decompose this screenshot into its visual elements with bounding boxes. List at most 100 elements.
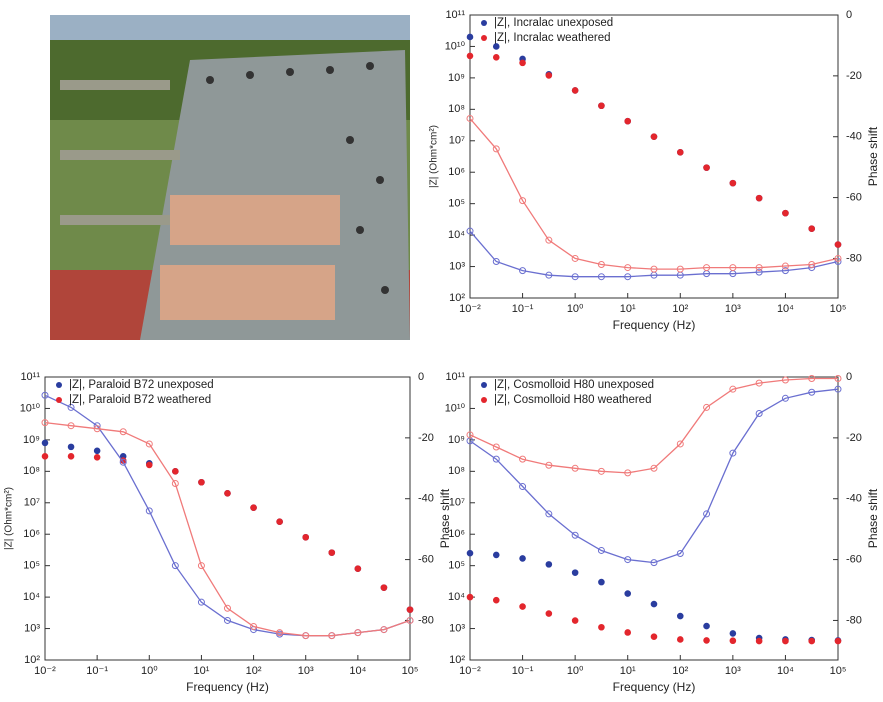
chart: 10⁻² 10⁻¹ 10⁰ 10¹ 10² 10³ 10⁴ 10⁵ 10² 10³ 10⁴ 10⁵ 10…	[429, 9, 881, 332]
impedance-point	[519, 59, 526, 67]
y-tick-label: 10¹⁰	[20, 402, 41, 414]
y2-tick-label: -80	[418, 614, 434, 626]
impedance-point	[545, 561, 553, 568]
y-tick-label: 10⁸	[23, 465, 40, 477]
phase-point	[808, 388, 816, 396]
impedance-point	[571, 87, 579, 94]
impedance-point	[808, 637, 816, 645]
y2-tick-label: 0	[418, 371, 424, 383]
legend-marker	[56, 397, 62, 403]
impedance-point	[406, 606, 414, 613]
photo-samples	[160, 195, 340, 320]
legend-label: |Z|, Paraloid B72 unexposed	[69, 379, 214, 391]
plot-frame	[469, 376, 839, 661]
impedance-point	[354, 565, 362, 573]
fit-line	[469, 230, 839, 278]
phase-point	[650, 559, 658, 567]
y-tick-label: 10⁹	[448, 72, 465, 84]
x-tick-label: 10²	[246, 665, 262, 677]
phase-point	[519, 455, 527, 463]
legend-marker	[481, 397, 487, 403]
phase-point	[406, 616, 414, 624]
x-tick-label: 10⁻¹	[512, 665, 534, 677]
phase-point	[729, 449, 737, 457]
impedance-point	[598, 102, 605, 110]
plot-frame	[44, 376, 411, 661]
phase-point	[624, 556, 632, 564]
photo-bolt	[326, 66, 334, 74]
x-axis-label: Frequency (Hz)	[186, 680, 269, 694]
x-tick-label: 10⁴	[777, 665, 794, 677]
phase-point	[597, 546, 605, 554]
plot-frame	[469, 14, 839, 299]
phase-point	[41, 419, 49, 427]
impedance-point	[276, 518, 283, 526]
y-tick-label: 10⁹	[448, 434, 465, 446]
phase-point	[571, 531, 579, 539]
phase-point	[834, 385, 842, 393]
phase-point	[781, 267, 789, 275]
legend-label: |Z|, Cosmolloid H80 unexposed	[494, 379, 654, 391]
phase-point	[703, 403, 711, 411]
impedance-point	[41, 439, 49, 447]
x-axis-label: Frequency (Hz)	[613, 680, 696, 694]
impedance-point	[782, 637, 789, 645]
y-tick-label: 10¹¹	[20, 371, 40, 383]
phase-point	[519, 267, 527, 275]
legend-marker	[56, 382, 62, 388]
y2-tick-label: -60	[846, 191, 862, 203]
phase-point	[197, 598, 205, 606]
y-tick-label: 10³	[449, 622, 465, 634]
phase-point	[171, 480, 179, 488]
photo-bolt	[381, 286, 389, 294]
phase-point	[223, 616, 231, 624]
x-tick-label: 10⁻²	[34, 665, 56, 677]
phase-point	[67, 422, 75, 430]
phase-point	[676, 440, 684, 448]
phase-point	[492, 145, 500, 153]
phase-point	[545, 461, 553, 469]
phase-point	[703, 510, 711, 518]
y-tick-label: 10⁷	[449, 497, 465, 509]
fit-line	[44, 394, 411, 637]
y2-tick-label: -20	[846, 432, 862, 444]
y-tick-label: 10⁵	[23, 560, 40, 572]
y2-tick-label: -20	[418, 432, 434, 444]
impedance-point	[650, 633, 658, 641]
y-tick-label: 10⁸	[448, 465, 465, 477]
photo-bolt	[356, 226, 364, 234]
y-axis-label: |Z| (Ohm*cm²)	[429, 125, 440, 188]
phase-point	[703, 264, 711, 272]
impedance-point	[198, 478, 205, 486]
phase-point	[676, 549, 684, 557]
y-tick-label: 10⁶	[23, 528, 40, 540]
y-tick-label: 10³	[24, 622, 40, 634]
impedance-point	[519, 603, 526, 610]
phase-point	[466, 114, 474, 122]
y-tick-label: 10⁵	[448, 560, 465, 572]
y-tick-label: 10⁶	[448, 166, 465, 178]
legend-label: |Z|, Incralac unexposed	[494, 17, 613, 29]
phase-point	[624, 264, 632, 272]
phase-point	[755, 268, 763, 276]
phase-point	[492, 257, 500, 265]
photo-bolts	[206, 62, 389, 294]
phase-point	[571, 254, 579, 262]
impedance-point	[676, 612, 684, 620]
phase-point	[145, 440, 153, 448]
phase-point	[571, 464, 579, 472]
impedance-point	[492, 54, 500, 61]
x-tick-label: 10⁵	[830, 665, 847, 677]
impedance-point	[492, 43, 500, 50]
y2-tick-label: -40	[418, 493, 434, 505]
phase-point	[781, 376, 789, 384]
fit-line	[469, 377, 838, 474]
fit-line	[44, 421, 411, 637]
impedance-point	[466, 33, 474, 41]
impedance-point	[782, 209, 789, 217]
photo-ladder	[60, 150, 180, 160]
x-tick-label: 10⁰	[567, 303, 584, 315]
impedance-point	[729, 630, 737, 637]
impedance-point	[328, 549, 336, 556]
impedance-point	[703, 637, 710, 644]
